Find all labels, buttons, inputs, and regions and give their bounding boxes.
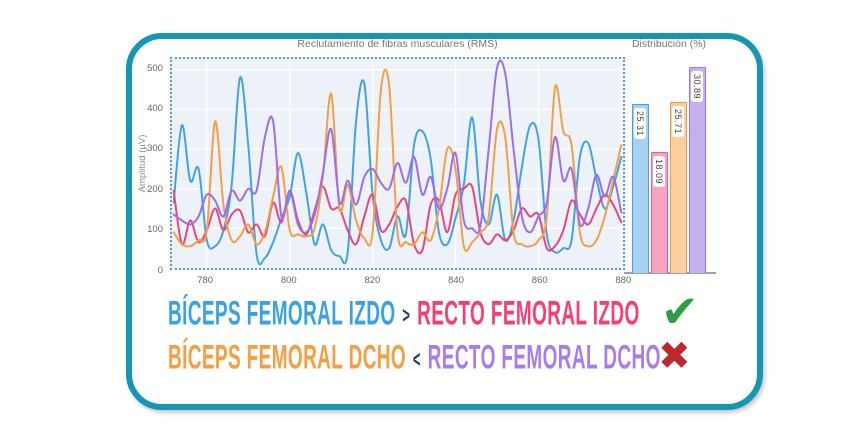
bar-b-ceps-femoral-dcho: 25.71 bbox=[670, 101, 687, 273]
y-tick-500: 500 bbox=[147, 62, 163, 74]
x-tick-800: 800 bbox=[280, 275, 297, 286]
less-than-symbol: < bbox=[412, 345, 421, 372]
comparison-left-dcho: BÍCEPS FEMORAL DCHO bbox=[168, 338, 407, 377]
y-axis-ticks: 0 100 200 300 400 500 bbox=[134, 57, 166, 276]
series-recto-femoral-dcho bbox=[172, 59, 623, 235]
bar-value-label: 18.09 bbox=[653, 156, 665, 188]
y-tick-100: 100 bbox=[147, 224, 163, 236]
greater-than-symbol: > bbox=[402, 301, 411, 328]
y-tick-0: 0 bbox=[157, 264, 163, 276]
series-recto-femoral-izdo bbox=[172, 182, 623, 255]
line-chart-title: Reclutamiento de fibras musculares (RMS) bbox=[297, 38, 498, 50]
comparison-right-izdo: RECTO FEMORAL IZDO bbox=[417, 294, 640, 333]
x-tick-820: 820 bbox=[364, 275, 381, 286]
series-b-ceps-femoral-dcho bbox=[172, 68, 623, 253]
y-tick-200: 200 bbox=[147, 183, 163, 195]
x-axis-ticks: 780 800 820 840 860 880 bbox=[170, 275, 631, 288]
emg-line-chart bbox=[170, 57, 625, 270]
comparison-row-dcho: BÍCEPS FEMORAL DCHO < RECTO FEMORAL DCHO bbox=[168, 338, 661, 378]
comparison-row-izdo: BÍCEPS FEMORAL IZDO > RECTO FEMORAL IZDO bbox=[168, 294, 640, 334]
distribution-bar-chart: 25.31 18.09 25.71 30.89 bbox=[628, 57, 714, 273]
bar-chart-title: Distribución (%) bbox=[631, 38, 707, 50]
bar-value-label: 25.31 bbox=[634, 108, 646, 140]
x-tick-880: 880 bbox=[615, 275, 632, 286]
x-tick-860: 860 bbox=[531, 275, 548, 286]
comparison-left-izdo: BÍCEPS FEMORAL IZDO bbox=[168, 294, 396, 333]
bar-value-label: 30.89 bbox=[691, 70, 703, 102]
cross-icon: ✖ bbox=[658, 334, 691, 379]
y-tick-300: 300 bbox=[147, 143, 163, 155]
x-tick-840: 840 bbox=[448, 275, 464, 286]
x-tick-780: 780 bbox=[197, 275, 214, 286]
bar-b-ceps-femoral-izdo: 25.31 bbox=[632, 104, 649, 273]
y-tick-400: 400 bbox=[147, 102, 163, 114]
checkmark-icon: ✔ bbox=[661, 285, 699, 338]
bar-value-label: 25.71 bbox=[672, 105, 684, 137]
bar-recto-femoral-izdo: 18.09 bbox=[651, 152, 668, 273]
bar-recto-femoral-dcho: 30.89 bbox=[689, 66, 706, 273]
comparison-right-dcho: RECTO FEMORAL DCHO bbox=[427, 338, 661, 377]
